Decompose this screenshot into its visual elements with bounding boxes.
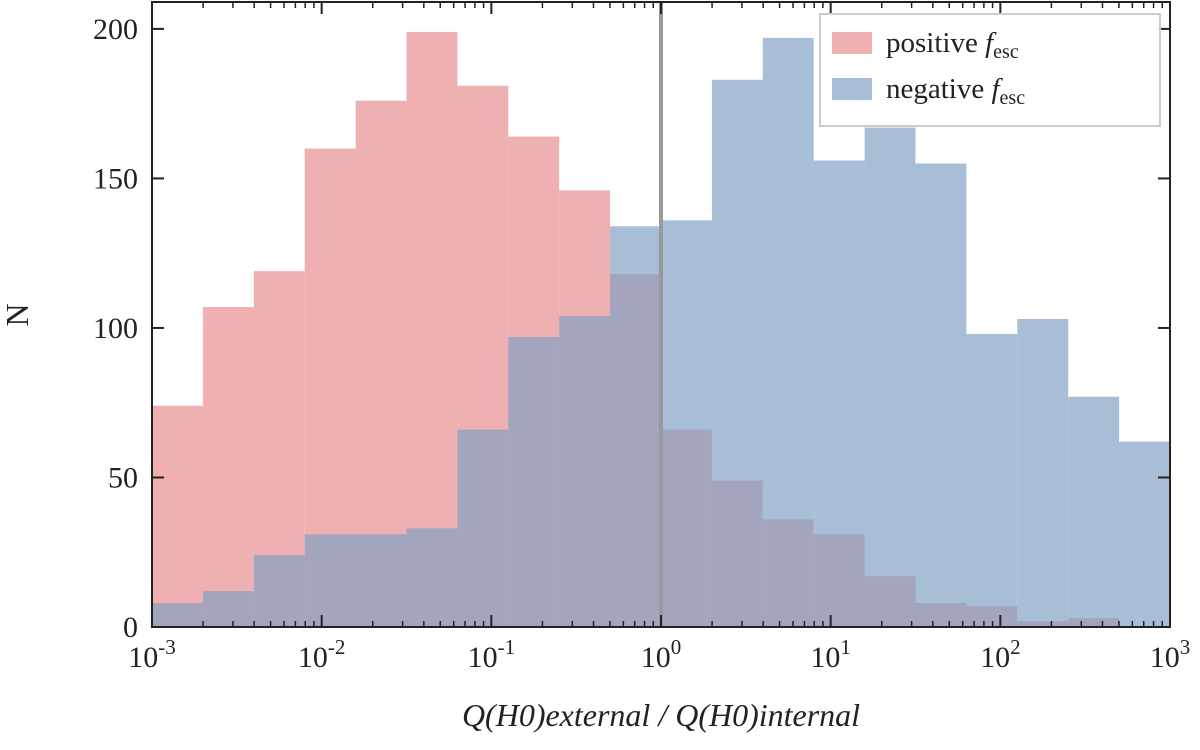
y-tick-label: 200 [93,13,138,46]
legend-swatch [832,78,872,100]
histogram-bar [202,307,254,627]
histogram-bar [864,127,916,627]
histogram-bar [610,226,661,628]
y-axis-label: N [0,303,35,326]
legend-label: positive fesc [886,27,1019,63]
histogram-bar [813,160,865,627]
x-axis-label: Q(H0)external / Q(H0)internal [462,697,860,733]
legend-label: negative fesc [886,73,1025,109]
histogram-bar [355,534,407,627]
histogram-bar [152,603,203,627]
x-tick-label: 101 [810,635,851,674]
histogram-bar [711,79,763,627]
y-tick-label: 0 [123,611,138,644]
histogram-bar [1017,318,1069,627]
histogram-bar [202,591,254,627]
legend-swatch [832,32,872,54]
histogram-bar [152,405,203,627]
histogram-bar [966,333,1018,627]
histogram-bar [1119,441,1170,627]
x-tick-label: 102 [980,635,1020,674]
histogram-bar [915,163,967,627]
histogram-bar [304,534,356,627]
histogram-bar [559,315,611,627]
x-tick-label: 10-3 [128,635,176,674]
histogram-bar [406,528,458,627]
histogram-bar [406,31,458,628]
x-tick-label: 103 [1150,635,1191,674]
histogram-bar [762,37,814,627]
histogram-bar [457,429,509,627]
x-tick-label: 100 [641,635,682,674]
y-tick-label: 150 [93,162,138,195]
y-tick-label: 50 [108,461,138,494]
histogram-bar [661,220,712,627]
x-tick-label: 10-2 [298,635,346,674]
histogram-bar [1068,396,1120,627]
y-tick-label: 100 [93,312,138,345]
legend-box [819,13,1161,127]
histogram-bar [508,336,560,627]
histogram-bar [253,555,305,627]
x-tick-label: 10-1 [468,635,516,674]
